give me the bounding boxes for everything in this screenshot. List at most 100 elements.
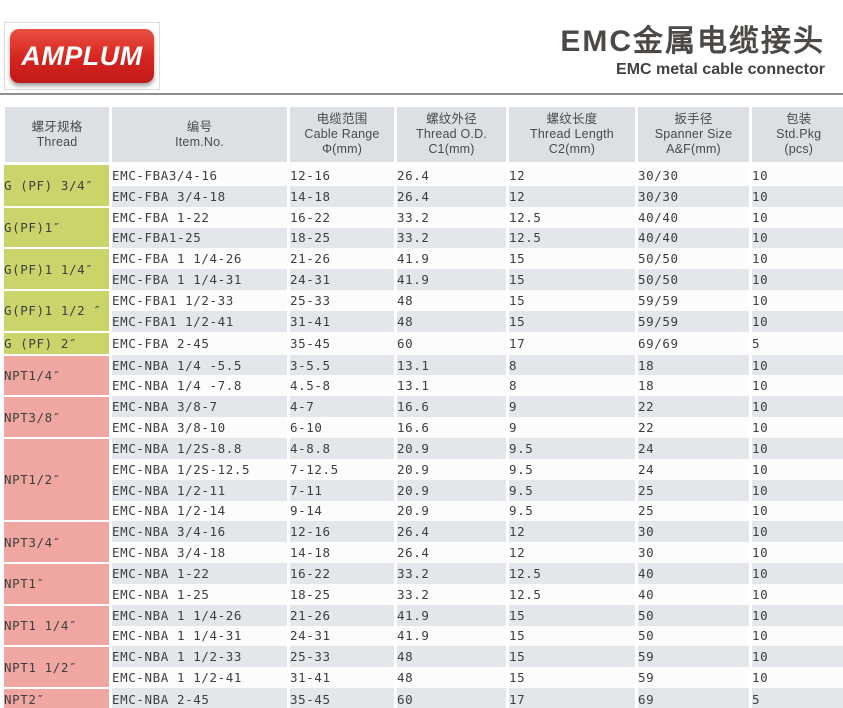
column-header-thread-od: 螺纹外径 Thread O.D. C1(mm) xyxy=(394,107,508,165)
cell-item-no: EMC-FBA 1-22 xyxy=(109,206,289,228)
cell-spanner-size: 69/69 xyxy=(635,331,751,355)
cell-thread-od: 48 xyxy=(394,290,508,311)
thread-group-cell: NPT1″ xyxy=(1,563,111,606)
cell-item-no: EMC-NBA 1 1/2-41 xyxy=(109,667,289,689)
cell-spanner-size: 59/59 xyxy=(635,310,751,332)
cell-thread-od: 41.9 xyxy=(394,625,508,647)
cell-thread-length: 12.5 xyxy=(506,206,637,228)
cell-thread-od: 33.2 xyxy=(394,583,508,605)
cell-spanner-size: 18 xyxy=(635,375,751,397)
cell-std-pkg: 10 xyxy=(749,625,843,647)
cell-item-no: EMC-NBA 1 1/4-31 xyxy=(109,625,289,647)
cell-std-pkg: 10 xyxy=(749,185,843,207)
cell-spanner-size: 18 xyxy=(635,354,751,376)
cell-cable-range: 14-18 xyxy=(287,542,396,564)
cell-item-no: EMC-FBA1 1/2-41 xyxy=(109,310,289,332)
thread-group-cell: G(PF)1″ xyxy=(1,206,111,250)
cell-spanner-size: 22 xyxy=(635,396,751,418)
cell-spanner-size: 25 xyxy=(635,500,751,522)
cell-cable-range: 21-26 xyxy=(287,604,396,626)
spec-table-header-row: 螺牙规格 Thread 编号 Item.No. 电缆范围 Cable Range Φ(mm)… xyxy=(0,107,843,165)
table-row: NPT1″ EMC-NBA 1-22 16-22 33.2 12.5 40 10 xyxy=(1,563,843,606)
cell-item-no: EMC-FBA1 1/2-33 xyxy=(109,290,289,311)
cell-thread-od: 60 xyxy=(394,688,508,708)
thread-group-cell: G (PF) 2″ xyxy=(1,331,111,356)
cell-thread-od: 48 xyxy=(394,667,508,689)
cell-thread-od: 13.1 xyxy=(394,375,508,397)
cell-cable-range: 16-22 xyxy=(287,563,396,584)
cell-thread-od: 13.1 xyxy=(394,354,508,376)
cell-item-no: EMC-NBA 3/4-16 xyxy=(109,521,289,543)
cell-cable-range: 4.5-8 xyxy=(287,375,396,397)
cell-thread-od: 16.6 xyxy=(394,396,508,418)
cell-thread-length: 9.5 xyxy=(506,437,637,459)
thread-group-cell: NPT2″ xyxy=(1,688,111,708)
cell-item-no: EMC-FBA 2-45 xyxy=(109,331,289,355)
cell-thread-length: 15 xyxy=(506,604,637,626)
thread-group-cell: G (PF) 3/4″ xyxy=(1,163,111,208)
cell-thread-od: 26.4 xyxy=(394,521,508,543)
header-divider xyxy=(0,93,843,95)
cell-thread-length: 15 xyxy=(506,248,637,270)
cell-spanner-size: 40/40 xyxy=(635,227,751,249)
column-header-thread: 螺牙规格 Thread xyxy=(0,107,111,165)
cell-std-pkg: 10 xyxy=(749,500,843,522)
cell-thread-od: 26.4 xyxy=(394,185,508,207)
cell-cable-range: 12-16 xyxy=(287,163,396,186)
table-row: G(PF)1 1/4″ EMC-FBA 1 1/4-26 21-26 41.9 15 50… xyxy=(1,248,843,292)
table-row: EMC-NBA 1/2-14 9-14 20.9 9.5 25 10 xyxy=(2,500,843,522)
cell-cable-range: 9-14 xyxy=(287,500,396,522)
table-row: EMC-NBA 1/2S-12.5 7-12.5 20.9 9.5 24 10 xyxy=(2,458,843,480)
cell-cable-range: 24-31 xyxy=(287,625,396,647)
cell-thread-length: 12 xyxy=(506,185,637,207)
cell-spanner-size: 50/50 xyxy=(635,248,751,270)
cell-thread-length: 15 xyxy=(506,269,637,291)
cell-thread-length: 8 xyxy=(506,354,637,376)
cell-cable-range: 12-16 xyxy=(287,521,396,543)
cell-std-pkg: 5 xyxy=(749,688,843,708)
table-row: EMC-NBA 1 1/2-41 31-41 48 15 59 10 xyxy=(2,667,843,689)
table-row: G(PF)1″ EMC-FBA 1-22 16-22 33.2 12.5 40/40 10 xyxy=(1,206,843,250)
cell-thread-length: 12 xyxy=(506,542,637,564)
cell-thread-od: 60 xyxy=(394,331,508,355)
table-row: NPT2″ EMC-NBA 2-45 35-45 60 17 69 5 xyxy=(1,688,843,708)
table-row: EMC-FBA1-25 18-25 33.2 12.5 40/40 10 xyxy=(2,227,843,249)
thread-group-cell: NPT3/4″ xyxy=(1,521,111,565)
cell-item-no: EMC-FBA 3/4-18 xyxy=(109,185,289,207)
page-title-en: EMC metal cable connector xyxy=(616,61,825,78)
cell-cable-range: 14-18 xyxy=(287,185,396,207)
cell-std-pkg: 10 xyxy=(749,646,843,668)
table-row: NPT1 1/2″ EMC-NBA 1 1/2-33 25-33 48 15 59 10 xyxy=(1,646,843,690)
table-row: G (PF) 3/4″ EMC-FBA3/4-16 12-16 26.4 12 30/30… xyxy=(1,163,843,208)
cell-thread-length: 15 xyxy=(506,646,637,668)
cell-item-no: EMC-FBA 1 1/4-31 xyxy=(109,269,289,291)
table-row: EMC-FBA 3/4-18 14-18 26.4 12 30/30 10 xyxy=(2,185,843,207)
cell-thread-length: 15 xyxy=(506,310,637,332)
cell-cable-range: 4-7 xyxy=(287,396,396,418)
cell-std-pkg: 10 xyxy=(749,437,843,459)
table-row: NPT1/4″ EMC-NBA 1/4 -5.5 3-5.5 13.1 8 18 10 xyxy=(1,354,843,398)
cell-thread-length: 9.5 xyxy=(506,458,637,480)
table-row: EMC-NBA 3/8-10 6-10 16.6 9 22 10 xyxy=(2,417,843,438)
cell-spanner-size: 50 xyxy=(635,604,751,626)
cell-cable-range: 35-45 xyxy=(287,688,396,708)
logo-text: AMPLUM xyxy=(21,40,143,71)
column-header-item-no: 编号 Item.No. xyxy=(109,107,289,165)
page-title-block: EMC金属电缆接头 EMC metal cable connector xyxy=(560,24,825,79)
cell-item-no: EMC-NBA 1/4 -7.8 xyxy=(109,375,289,397)
cell-item-no: EMC-NBA 3/4-18 xyxy=(109,542,289,564)
spec-table: 螺牙规格 Thread 编号 Item.No. 电缆范围 Cable Range Φ(mm)… xyxy=(0,107,843,708)
page-header: AMPLUM EMC金属电缆接头 EMC metal cable connect… xyxy=(0,0,843,94)
cell-thread-length: 12 xyxy=(506,163,637,186)
column-header-std-pkg: 包装 Std.Pkg (pcs) xyxy=(749,107,843,165)
cell-thread-length: 8 xyxy=(506,375,637,397)
cell-thread-length: 17 xyxy=(506,688,637,708)
cell-spanner-size: 24 xyxy=(635,458,751,480)
cell-thread-length: 12 xyxy=(506,521,637,543)
cell-std-pkg: 10 xyxy=(749,248,843,270)
table-row: EMC-FBA 1 1/4-31 24-31 41.9 15 50/50 10 xyxy=(2,269,843,291)
cell-item-no: EMC-NBA 1/2S-8.8 xyxy=(109,437,289,459)
cell-spanner-size: 25 xyxy=(635,479,751,501)
cell-cable-range: 6-10 xyxy=(287,417,396,438)
